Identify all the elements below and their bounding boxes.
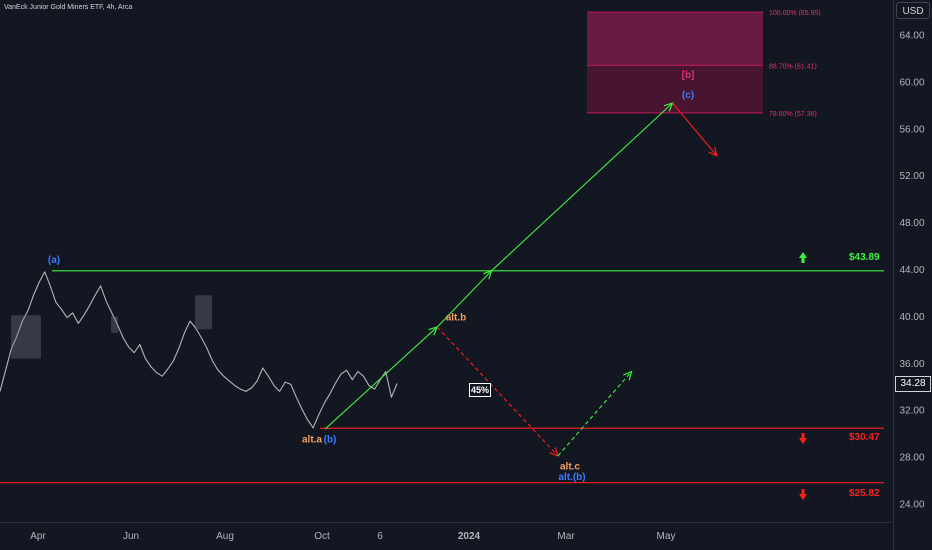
x-tick-7: May — [657, 531, 676, 542]
y-tick-10: 24.00 — [899, 500, 924, 511]
level-label-30-47: $30.47 — [849, 432, 880, 443]
y-tick-0: 64.00 — [899, 31, 924, 42]
projection-0-segment-1 — [436, 270, 493, 328]
wave-label-4: alt.c — [560, 461, 580, 472]
projection-0-segment-2 — [491, 102, 673, 272]
wave-projections — [324, 102, 718, 457]
y-tick-3: 52.00 — [899, 171, 924, 182]
fib-zone-upper — [587, 12, 763, 66]
x-tick-2: Aug — [216, 531, 234, 542]
down-arrow-icon-1 — [799, 433, 807, 444]
level-arrows — [799, 252, 807, 500]
y-axis-divider — [893, 0, 894, 550]
down-arrow-icon-2 — [799, 489, 807, 500]
y-tick-9: 28.00 — [899, 453, 924, 464]
x-axis-ticks: Apr Jun Aug Oct 6 2024 Mar May — [30, 531, 675, 542]
fib-label-1: 88.70% (61.41) — [769, 63, 817, 70]
down-arrow-icon-1-shape — [799, 433, 807, 444]
wave-label-0: (a) — [48, 255, 60, 266]
up-arrow-icon-shape — [799, 252, 807, 263]
y-axis-ticks: 64.00 60.00 56.00 52.00 48.00 44.00 40.00 36.00… — [899, 31, 924, 511]
y-tick-4: 48.00 — [899, 218, 924, 229]
consolidation-box-1 — [11, 315, 41, 359]
fib-zone-lower — [587, 65, 763, 113]
y-tick-2: 56.00 — [899, 124, 924, 135]
x-tick-6: Mar — [557, 531, 575, 542]
fib-label-0: 100.00% (65.95) — [769, 10, 821, 17]
x-tick-5: 2024 — [458, 531, 481, 542]
y-tick-6: 40.00 — [899, 312, 924, 323]
chart-title: VanEck Junior Gold Miners ETF, 4h, Arca — [4, 4, 133, 11]
x-tick-0: Apr — [30, 531, 46, 542]
x-tick-3: Oct — [314, 531, 330, 542]
last-price-tag: 34.28 — [895, 376, 931, 392]
price-line — [0, 271, 398, 429]
currency-selector[interactable]: USD — [896, 2, 930, 19]
down-arrow-icon-2-shape — [799, 489, 807, 500]
wave-label-1: alt.a — [302, 435, 322, 446]
y-tick-7: 36.00 — [899, 359, 924, 370]
level-label-43-89: $43.89 — [849, 252, 880, 263]
y-tick-5: 44.00 — [899, 265, 924, 276]
wave-label-3: alt.b — [446, 313, 467, 324]
wave-label-7: (c) — [682, 90, 694, 101]
level-label-25-82: $25.82 — [849, 488, 880, 499]
y-tick-8: 32.00 — [899, 406, 924, 417]
projection-0-segment-0 — [324, 326, 438, 430]
horizontal-levels — [0, 270, 884, 484]
y-tick-1: 60.00 — [899, 77, 924, 88]
probability-badge: 45% — [469, 383, 491, 397]
x-tick-4: 6 — [377, 531, 383, 542]
x-tick-1: Jun — [123, 531, 139, 542]
up-arrow-icon — [799, 252, 807, 263]
wave-label-2: (b) — [324, 435, 337, 446]
projection-1-segment-0 — [672, 102, 718, 157]
projection-1-arrow-0 — [708, 146, 718, 157]
price-series — [0, 271, 398, 429]
wave-label-5: alt.(b) — [558, 472, 585, 483]
projection-3-arrow-0 — [623, 370, 633, 381]
projection-2-segment-0 — [436, 326, 559, 457]
projection-0-arrow-2 — [663, 102, 674, 112]
fibonacci-target-zone: 100.00% (65.95) 88.70% (61.41) 78.60% (57.… — [587, 10, 821, 118]
consolidation-box-2 — [195, 295, 212, 330]
projection-3-segment-0 — [557, 371, 632, 457]
x-axis-divider — [0, 522, 893, 523]
consolidation-box-3 — [111, 316, 118, 333]
wave-label-6: [b] — [682, 70, 695, 81]
fib-label-2: 78.60% (57.36) — [769, 111, 817, 118]
